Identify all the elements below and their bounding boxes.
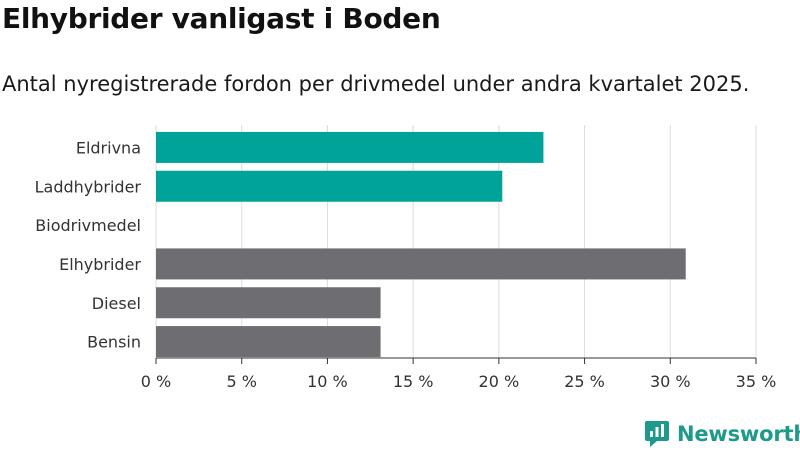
bar-laddhybrider bbox=[156, 170, 503, 202]
category-label: Biodrivmedel bbox=[35, 216, 141, 235]
x-tick-label: 35 % bbox=[736, 372, 777, 391]
category-labels: Eldrivna Laddhybrider Biodrivmedel Elhybrid… bbox=[35, 138, 142, 351]
brand-logo: Newsworthy bbox=[644, 420, 800, 448]
category-label: Diesel bbox=[92, 294, 141, 313]
bar-elhybrider bbox=[156, 248, 686, 280]
chart-title: Elhybrider vanligast i Boden bbox=[2, 2, 441, 35]
brand-name: Newsworthy bbox=[677, 422, 800, 446]
category-label: Bensin bbox=[87, 333, 141, 352]
grid-lines bbox=[155, 125, 757, 358]
x-tick-label: 15 % bbox=[393, 372, 434, 391]
x-tick-label: 10 % bbox=[307, 372, 348, 391]
bar-diesel bbox=[156, 287, 381, 319]
x-tick-label: 5 % bbox=[226, 372, 256, 391]
category-label: Elhybrider bbox=[59, 255, 141, 274]
bar-bensin bbox=[156, 326, 381, 358]
bar-eldrivna bbox=[156, 131, 544, 163]
category-label: Eldrivna bbox=[76, 138, 141, 157]
x-tick-label: 25 % bbox=[564, 372, 605, 391]
x-tick-label: 20 % bbox=[479, 372, 520, 391]
category-label: Laddhybrider bbox=[35, 177, 142, 196]
x-tick-label: 0 % bbox=[141, 372, 171, 391]
x-axis-ticks: 0 % 5 % 10 % 15 % 20 % 25 % 30 % 35 % bbox=[141, 357, 777, 391]
newsworthy-logo-icon bbox=[645, 421, 669, 447]
bars bbox=[156, 131, 686, 358]
x-tick-label: 30 % bbox=[650, 372, 691, 391]
chart-subtitle: Antal nyregistrerade fordon per drivmede… bbox=[2, 72, 750, 96]
